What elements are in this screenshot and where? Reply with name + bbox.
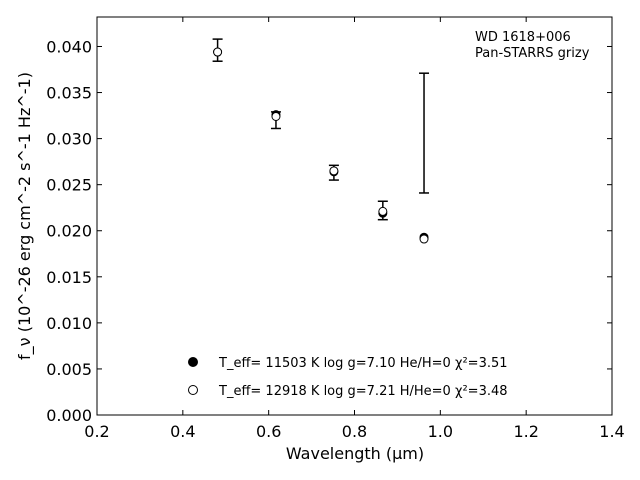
- y-tick-label: 0.040: [46, 37, 92, 56]
- data-points: [213, 47, 429, 244]
- error-bars: [212, 38, 430, 221]
- error-bar: [419, 72, 430, 194]
- x-tick-label: 0.2: [84, 422, 109, 441]
- target-annotation: WD 1618+006 Pan-STARRS grizy: [475, 30, 590, 61]
- y-tick-label: 0.010: [46, 314, 92, 333]
- legend: T_eff= 11503 K log g=7.10 He/H=0 χ²=3.51…: [188, 356, 508, 399]
- x-tick-label: 1.2: [513, 422, 538, 441]
- y-tick-label: 0.015: [46, 268, 92, 287]
- y-axis-label: f_ν (10^-26 erg cm^-2 s^-1 Hz^-1): [15, 72, 35, 360]
- open-circle-point: [271, 112, 281, 121]
- legend-entry-label: T_eff= 12918 K log g=7.21 H/He=0 χ²=3.48: [218, 384, 508, 399]
- axis-ticks: 0.2 0.4 0.6 0.8 1.0 1.2 1.4 0.000 0.005 0.010 0.01…: [46, 17, 625, 441]
- x-tick-label: 1.0: [428, 422, 453, 441]
- y-tick-label: 0.035: [46, 84, 92, 103]
- x-tick-label: 0.4: [170, 422, 195, 441]
- open-circle-point: [329, 166, 339, 176]
- legend-marker-filled: [188, 357, 198, 367]
- y-tick-label: 0.020: [46, 222, 92, 241]
- open-circle-point: [419, 234, 429, 244]
- x-tick-label: 1.4: [599, 422, 624, 441]
- annotation-line-1: WD 1618+006: [475, 30, 571, 45]
- legend-marker-open: [188, 385, 198, 395]
- y-tick-label: 0.000: [46, 406, 92, 425]
- legend-entry-label: T_eff= 11503 K log g=7.10 He/H=0 χ²=3.51: [218, 356, 508, 371]
- open-circle-point: [378, 206, 388, 216]
- x-tick-label: 0.8: [342, 422, 367, 441]
- x-axis-label: Wavelength (μm): [286, 444, 424, 463]
- y-tick-label: 0.025: [46, 176, 92, 195]
- open-circle-point: [213, 47, 223, 57]
- y-tick-label: 0.005: [46, 360, 92, 379]
- y-tick-label: 0.030: [46, 130, 92, 149]
- x-tick-label: 0.6: [256, 422, 281, 441]
- annotation-line-2: Pan-STARRS grizy: [475, 46, 590, 61]
